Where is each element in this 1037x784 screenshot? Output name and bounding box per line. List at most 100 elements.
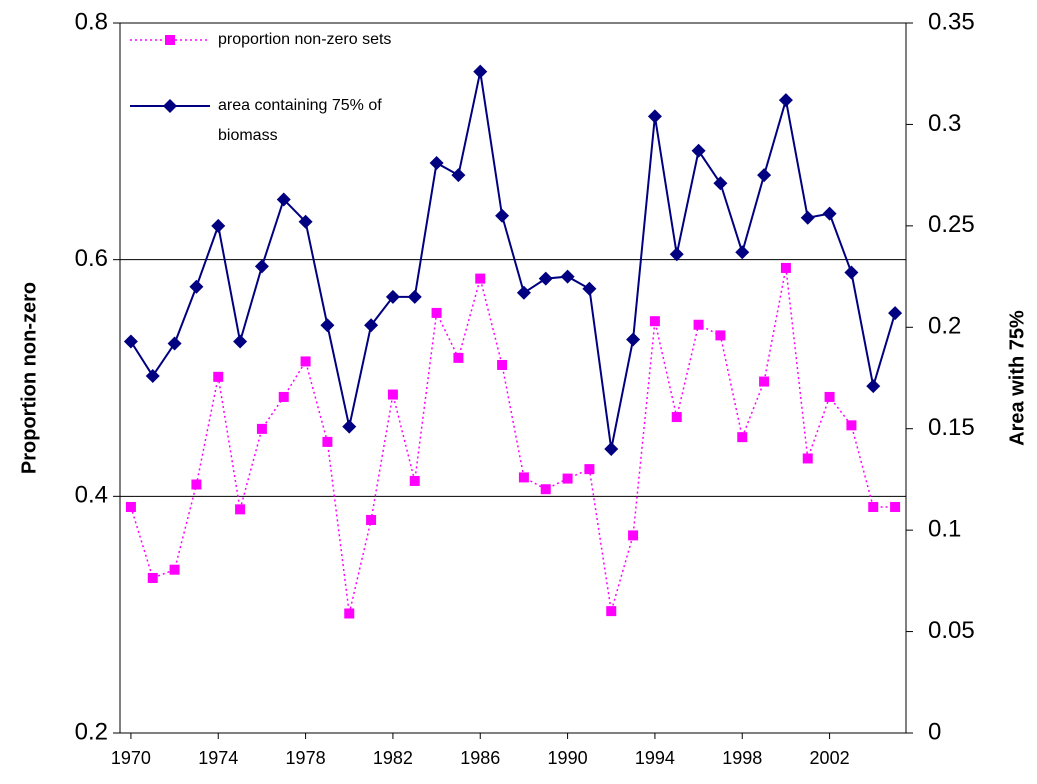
data-point <box>431 307 442 318</box>
data-point <box>693 319 704 330</box>
data-point <box>278 391 289 402</box>
y-axis-label: Proportion non-zero <box>18 282 40 474</box>
data-point <box>890 501 901 512</box>
data-point <box>385 289 400 304</box>
data-point <box>647 109 662 124</box>
data-point <box>298 214 313 229</box>
data-point <box>824 391 835 402</box>
legend-label: proportion non-zero sets <box>218 31 392 48</box>
y2-tick-label: 0.2 <box>928 313 961 340</box>
data-point <box>516 285 531 300</box>
data-point <box>606 606 617 617</box>
data-point <box>757 168 772 183</box>
data-point <box>780 262 791 273</box>
data-point <box>649 316 660 327</box>
data-point <box>715 330 726 341</box>
legend-swatch-marker <box>165 35 175 45</box>
data-point <box>475 273 486 284</box>
data-point <box>123 334 138 349</box>
data-point <box>125 501 136 512</box>
data-point <box>604 442 619 456</box>
data-point <box>846 420 857 431</box>
y-tick-label: 0.8 <box>75 8 108 35</box>
data-point <box>802 453 813 464</box>
data-point <box>300 356 311 367</box>
data-point <box>737 432 748 443</box>
data-point <box>473 64 488 79</box>
data-point <box>169 564 180 575</box>
y2-tick-label: 0 <box>928 718 941 745</box>
data-point <box>235 504 246 515</box>
legend-label: area containing 75% of biomass <box>218 97 382 144</box>
x-tick-label: 1998 <box>722 748 762 768</box>
x-tick-label: 1974 <box>198 748 238 768</box>
data-point <box>387 389 398 400</box>
x-tick-label: 1986 <box>460 748 500 768</box>
data-point <box>691 143 706 158</box>
data-point <box>888 306 903 321</box>
data-point <box>538 271 553 286</box>
data-point <box>256 423 267 434</box>
data-point <box>407 289 422 304</box>
y2-tick-label: 0.25 <box>928 211 975 238</box>
data-point <box>451 168 466 183</box>
data-point <box>844 265 859 280</box>
data-point <box>276 192 291 207</box>
data-point <box>497 359 508 370</box>
data-point <box>320 318 335 333</box>
data-point <box>495 208 510 223</box>
data-point <box>628 530 639 541</box>
x-tick-label: 1994 <box>635 748 675 768</box>
y2-tick-label: 0.05 <box>928 617 975 644</box>
data-point <box>211 218 226 233</box>
y2-axis-label: Area with 75% <box>1006 310 1028 446</box>
data-point <box>322 436 333 447</box>
legend-swatch-marker <box>163 99 177 113</box>
y2-tick-label: 0.3 <box>928 110 961 137</box>
data-point <box>800 210 815 225</box>
data-point <box>562 473 573 484</box>
y-tick-label: 0.2 <box>75 718 108 745</box>
data-point <box>191 479 202 490</box>
data-point <box>409 475 420 486</box>
y2-tick-label: 0.35 <box>928 8 975 35</box>
data-point <box>582 281 597 296</box>
data-point <box>342 419 357 434</box>
x-tick-label: 1978 <box>286 748 326 768</box>
y2-tick-label: 0.1 <box>928 515 961 542</box>
data-point <box>213 371 224 382</box>
x-tick-label: 2002 <box>810 748 850 768</box>
data-point <box>147 572 158 583</box>
data-point <box>713 176 728 191</box>
series-line <box>130 71 897 450</box>
x-tick-label: 1990 <box>548 748 588 768</box>
data-point <box>868 501 879 512</box>
data-point <box>145 368 160 383</box>
data-point <box>167 336 182 351</box>
data-point <box>518 472 529 483</box>
data-point <box>366 515 377 525</box>
data-point <box>189 279 204 294</box>
data-point <box>584 464 595 475</box>
data-point <box>866 379 881 394</box>
data-point <box>254 259 269 274</box>
data-point <box>560 269 575 284</box>
series-line <box>130 267 896 614</box>
data-point <box>540 484 551 495</box>
data-point <box>344 608 355 619</box>
data-point <box>233 334 248 349</box>
x-tick-label: 1982 <box>373 748 413 768</box>
data-point <box>759 376 770 387</box>
data-point <box>364 318 379 333</box>
x-tick-label: 1970 <box>111 748 151 768</box>
y-tick-label: 0.4 <box>75 482 108 509</box>
data-point <box>453 352 464 363</box>
data-point <box>822 206 837 221</box>
data-point <box>671 412 682 423</box>
data-point <box>669 247 684 262</box>
y-tick-label: 0.6 <box>75 245 108 272</box>
data-point <box>429 155 444 170</box>
data-point <box>735 245 750 260</box>
